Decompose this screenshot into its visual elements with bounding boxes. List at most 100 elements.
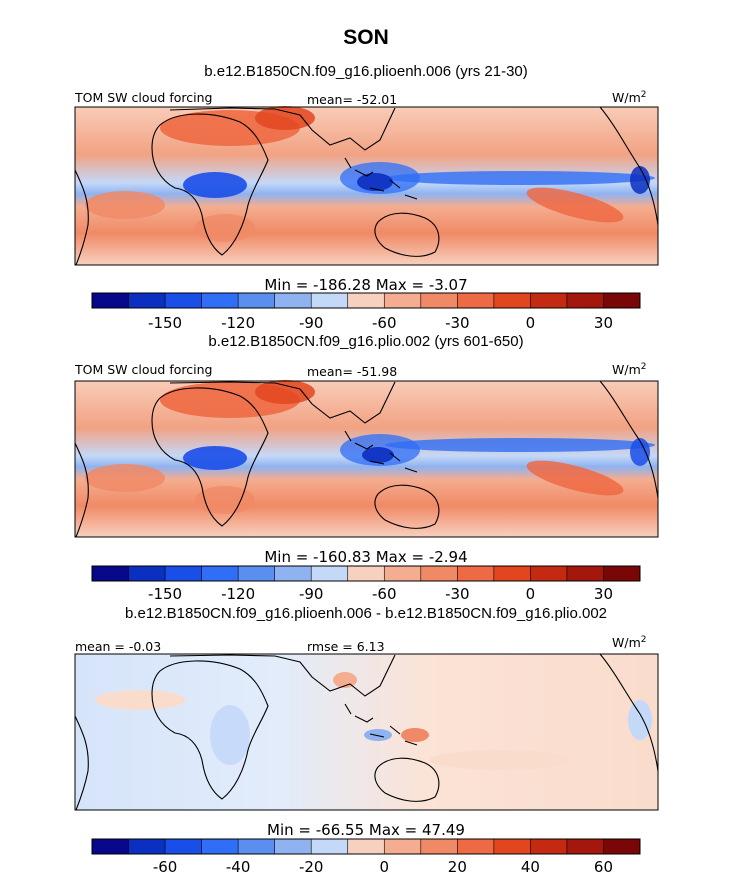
panel-1-center-label: mean= -52.01	[307, 92, 397, 107]
panel-3-center-label: rmse = 6.13	[307, 639, 385, 654]
colorbar-swatch	[566, 293, 604, 308]
colorbar-swatch	[347, 566, 385, 581]
panel-2-units-sup: 2	[641, 362, 647, 372]
panel-1-feature-east-pacific	[630, 166, 650, 194]
colorbar-swatch	[347, 839, 385, 854]
colorbar-swatch	[420, 293, 458, 308]
panel-2-coast-americas	[74, 380, 659, 538]
panel-2-left-label: TOM SW cloud forcing	[74, 362, 212, 377]
colorbar-swatch	[384, 293, 422, 308]
panel-3-subtitle: b.e12.B1850CN.f09_g16.plioenh.006 - b.e1…	[125, 605, 607, 622]
colorbar-swatch	[92, 566, 129, 581]
colorbar-tick-label: -20	[299, 858, 324, 876]
panel-2-colorbar	[91, 565, 641, 582]
colorbar-swatch	[420, 566, 458, 581]
colorbar-tick-label: 40	[521, 858, 540, 876]
panel-1-units: W/m2	[612, 90, 646, 105]
colorbar-swatch	[274, 566, 312, 581]
colorbar-tick-label: -120	[221, 585, 255, 603]
panel-3-feature-anomaly-1	[95, 690, 185, 710]
panel-1-colorbar-ticks: -150 -120 -90 -60 -30 0 30	[148, 314, 613, 332]
colorbar-swatch	[238, 839, 275, 854]
colorbar-swatch	[493, 293, 531, 308]
colorbar-tick-label: -90	[299, 585, 324, 603]
panel-1-units-sup: 2	[641, 90, 647, 100]
colorbar-tick-label: -40	[226, 858, 251, 876]
panel-3-coast-africa	[151, 660, 269, 800]
panel-3-frame	[74, 653, 659, 811]
colorbar-swatch	[274, 839, 312, 854]
panel-2-feature-south-africa	[195, 486, 255, 514]
panel-1-feature-arabia	[255, 106, 315, 130]
panel-1-colorbar	[91, 292, 641, 309]
colorbar-tick-label: -60	[372, 585, 397, 603]
colorbar-tick-label: -30	[445, 585, 470, 603]
colorbar-swatch	[566, 839, 604, 854]
panel-1-feature-se-pacific	[526, 187, 624, 223]
panel-2-map	[74, 380, 659, 538]
colorbar-swatch	[165, 293, 202, 308]
panel-3-feature-anomaly-2	[210, 705, 250, 765]
panel-3-left-label: mean = -0.03	[75, 639, 161, 654]
panel-1-units-text: W/m	[612, 90, 641, 105]
panel-3-feature-anomaly-4	[401, 728, 429, 742]
colorbar-swatch	[384, 566, 422, 581]
panel-3-feature-anomaly-3	[333, 672, 357, 688]
panel-1-subtitle: b.e12.B1850CN.f09_g16.plioenh.006 (yrs 2…	[204, 63, 528, 80]
colorbar-swatch	[311, 293, 349, 308]
colorbar-swatch	[128, 293, 166, 308]
panel-1-left-label: TOM SW cloud forcing	[74, 90, 212, 105]
panel-3-coast-australia	[374, 757, 440, 802]
panel-2-coast-africa	[151, 387, 269, 527]
colorbar-swatch	[347, 293, 385, 308]
colorbar-tick-label: 30	[594, 314, 613, 332]
colorbar-swatch	[566, 566, 604, 581]
panel-2-coast-australia	[374, 484, 440, 529]
panel-2-coast-islands	[344, 430, 418, 473]
panel-1-coast-eurasia	[169, 107, 396, 151]
panel-3-coast-eurasia	[169, 654, 396, 697]
panel-3-map	[74, 653, 659, 811]
colorbar-swatch	[92, 293, 129, 308]
panel-3-units-sup: 2	[641, 635, 647, 645]
panel-3-coast-islands	[344, 703, 418, 746]
panel-1-feature-se-atlantic	[85, 191, 165, 219]
colorbar-swatch	[384, 839, 422, 854]
colorbar-tick-label: 0	[379, 858, 389, 876]
panel-3-coast-americas	[74, 653, 659, 811]
panel-2-coast-eurasia	[169, 381, 396, 424]
panel-3-feature-anomaly-6	[430, 750, 570, 770]
colorbar-swatch	[274, 293, 312, 308]
panel-2-units: W/m2	[612, 362, 646, 377]
colorbar-swatch	[238, 293, 275, 308]
colorbar-frame	[91, 565, 641, 582]
panel-2: b.e12.B1850CN.f09_g16.plio.002 (yrs 601-…	[74, 333, 659, 603]
colorbar-tick-label: -150	[148, 314, 182, 332]
colorbar-tick-label: 60	[594, 858, 613, 876]
panel-2-feature-se-pacific	[526, 460, 624, 496]
colorbar-frame	[91, 838, 641, 855]
panel-2-feature-maritime	[362, 447, 394, 463]
colorbar-tick-label: -60	[372, 314, 397, 332]
panel-2-feature-itcz	[385, 438, 655, 452]
colorbar-tick-label: -30	[445, 314, 470, 332]
colorbar-swatch	[92, 839, 129, 854]
colorbar-swatch	[493, 566, 531, 581]
panel-3-units: W/m2	[612, 635, 646, 650]
panel-2-subtitle: b.e12.B1850CN.f09_g16.plio.002 (yrs 601-…	[208, 333, 523, 350]
panel-1-feature-maritime	[357, 173, 393, 191]
colorbar-frame	[91, 292, 641, 309]
panel-3: b.e12.B1850CN.f09_g16.plioenh.006 - b.e1…	[74, 605, 659, 876]
panel-1-frame	[74, 106, 659, 266]
panel-3-feature-anomaly-5	[364, 729, 392, 741]
colorbar-tick-label: 0	[526, 314, 536, 332]
colorbar-swatch	[165, 839, 202, 854]
colorbar-swatch	[128, 839, 166, 854]
colorbar-tick-label: 20	[448, 858, 467, 876]
panel-2-colorbar-ticks: -150 -120 -90 -60 -30 0 30	[148, 585, 613, 603]
colorbar-swatch	[530, 839, 568, 854]
colorbar-swatch	[457, 293, 495, 308]
panel-3-feature-anomaly-7	[628, 700, 652, 740]
colorbar-tick-label: -120	[221, 314, 255, 332]
